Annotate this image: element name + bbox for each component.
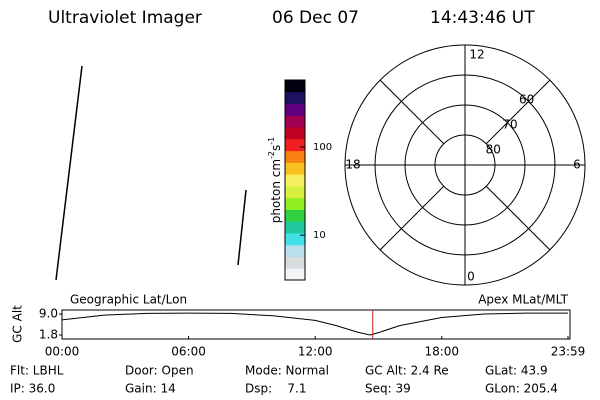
y-tick-label: 9.0 <box>39 307 58 321</box>
status-field: GLat: 43.9 <box>485 364 548 378</box>
x-tick-label: 18:00 <box>424 345 459 359</box>
color-stripe <box>285 162 305 175</box>
mlt-label: 6 <box>573 158 581 172</box>
status-field: Mode: Normal <box>245 364 329 378</box>
image-edge <box>55 65 83 281</box>
color-stripe <box>285 150 305 163</box>
x-tick-label: 06:00 <box>171 345 206 359</box>
meridian <box>485 185 551 251</box>
color-stripe <box>285 209 305 222</box>
plot-right-label: Apex MLat/MLT <box>478 293 568 307</box>
meridian <box>485 79 551 145</box>
mlt-label: 12 <box>469 48 484 62</box>
status-field: Door: Open <box>125 364 194 378</box>
status-field: IP: 36.0 <box>10 382 55 396</box>
y-axis-label: GC Alt <box>11 305 25 343</box>
y-tick-label: 1.8 <box>39 328 58 342</box>
status-field: GLon: 205.4 <box>485 382 558 396</box>
meridian <box>379 79 445 145</box>
superscript: -1 <box>267 137 276 145</box>
colorbar-tick-label: 100 <box>313 142 332 153</box>
color-stripe <box>285 115 305 128</box>
time: 14:43:46 UT <box>430 8 535 28</box>
color-stripe <box>285 221 305 234</box>
status-field: Flt: LBHL <box>10 364 64 378</box>
mlt-label: 18 <box>345 158 360 172</box>
colorbar-frame <box>284 79 306 281</box>
colorbar-label: photon cm-2s-1 <box>267 137 283 224</box>
color-stripe <box>285 103 305 116</box>
label-part: s <box>269 145 283 151</box>
date: 06 Dec 07 <box>272 8 359 28</box>
lat-label: 60 <box>519 93 534 107</box>
colorbar-tick-label: 10 <box>313 230 326 241</box>
color-stripe <box>285 138 305 152</box>
color-stripe <box>285 244 305 257</box>
color-stripe <box>285 256 305 269</box>
plot-frame <box>61 309 571 340</box>
color-stripe <box>285 232 305 246</box>
color-stripe <box>285 127 305 140</box>
label-part: photon cm <box>269 159 283 223</box>
color-stripe <box>285 185 305 199</box>
x-tick-label: 12:00 <box>298 345 333 359</box>
lat-label: 80 <box>486 143 501 157</box>
x-tick-label: 23:59 <box>551 345 586 359</box>
mlt-label: 0 <box>467 270 475 284</box>
meridian <box>379 185 445 251</box>
color-stripe <box>285 80 305 93</box>
color-stripe <box>285 91 305 105</box>
title: Ultraviolet Imager <box>48 8 202 28</box>
x-tick-label: 00:00 <box>45 345 80 359</box>
image-edge <box>237 189 247 266</box>
status-field: Seq: 39 <box>365 382 411 396</box>
status-field: GC Alt: 2.4 Re <box>365 364 449 378</box>
lat-label: 70 <box>502 118 517 132</box>
color-stripe <box>285 268 305 281</box>
plot-left-label: Geographic Lat/Lon <box>70 293 187 307</box>
altitude-curve <box>61 312 568 336</box>
color-stripe <box>285 197 305 210</box>
status-field: Dsp: 7.1 <box>245 382 307 396</box>
superscript: -2 <box>267 151 276 159</box>
color-stripe <box>285 174 305 187</box>
status-field: Gain: 14 <box>125 382 176 396</box>
